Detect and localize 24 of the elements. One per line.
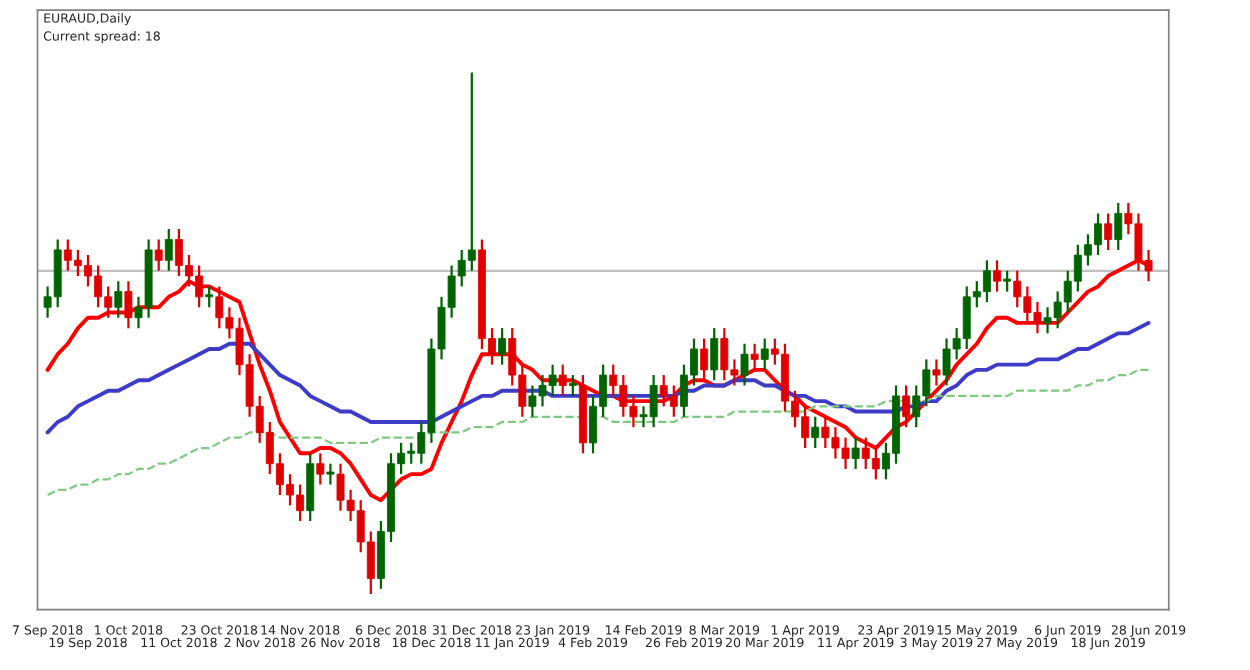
candlestick bbox=[740, 342, 749, 387]
candlestick bbox=[1003, 269, 1012, 293]
candlestick bbox=[993, 259, 1001, 293]
candlestick bbox=[164, 227, 173, 272]
candlestick bbox=[114, 280, 123, 319]
candlestick bbox=[568, 373, 577, 398]
candlestick bbox=[326, 462, 335, 486]
candlestick bbox=[700, 337, 709, 382]
candlestick bbox=[124, 280, 133, 330]
candlestick bbox=[558, 363, 567, 398]
candlestick bbox=[811, 415, 820, 450]
candlestick bbox=[760, 337, 769, 371]
candlestick bbox=[498, 327, 507, 366]
candlestick bbox=[154, 238, 163, 272]
candlestick bbox=[1104, 212, 1113, 252]
candlestick bbox=[851, 436, 860, 471]
candlestick bbox=[1114, 201, 1123, 252]
candlestick bbox=[316, 452, 325, 486]
candlestick bbox=[750, 342, 759, 371]
candlestick bbox=[932, 358, 941, 387]
candlestick bbox=[902, 384, 911, 429]
candlestick bbox=[306, 452, 315, 523]
candlestick bbox=[710, 327, 719, 382]
candlestick bbox=[205, 285, 214, 309]
